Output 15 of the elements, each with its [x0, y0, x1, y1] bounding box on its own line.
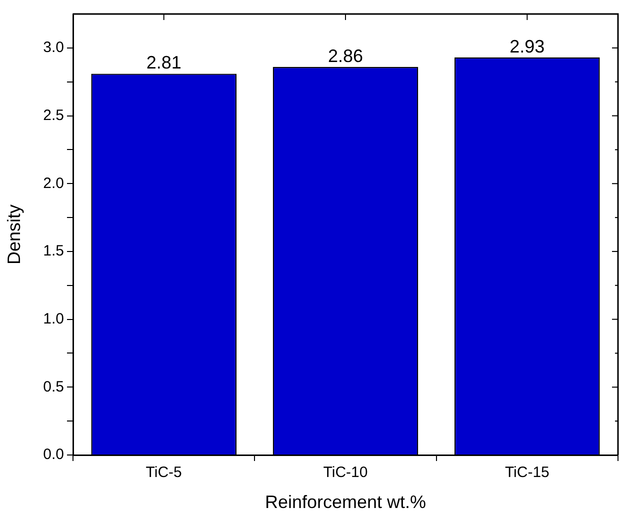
x-tick-label: TiC-5	[146, 464, 182, 482]
y-tick-label: 0.5	[43, 378, 64, 396]
y-tick-label: 0.0	[43, 446, 64, 464]
data-label: 2.81	[146, 52, 182, 73]
x-tick-label: TiC-15	[504, 464, 550, 482]
x-tick-label: TiC-10	[323, 464, 368, 482]
y-tick-label: 2.0	[43, 174, 64, 192]
y-tick-label: 3.0	[43, 39, 64, 56]
data-label: 2.93	[510, 36, 545, 56]
x-axis-title: Reinforcement wt.%	[264, 492, 426, 512]
y-tick-label: 1.5	[43, 242, 64, 260]
y-axis-title: Density	[4, 204, 24, 265]
data-label: 2.86	[328, 46, 364, 66]
y-tick-label: 2.5	[43, 106, 64, 124]
y-tick-label: 1.0	[43, 310, 64, 328]
